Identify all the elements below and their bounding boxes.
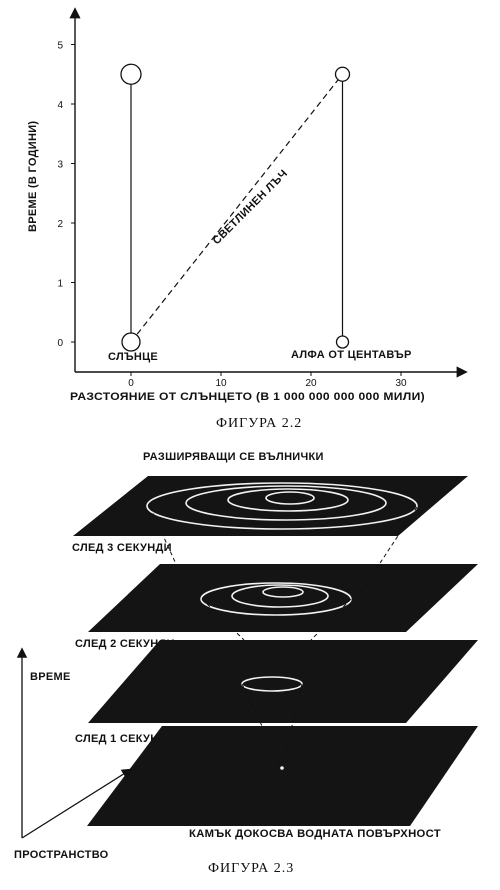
label-after-3-seconds: СЛЕД 3 СЕКУНДИ xyxy=(72,542,172,554)
impact-point xyxy=(280,766,284,770)
sun-start-circle xyxy=(121,332,141,352)
ripples-3-seconds xyxy=(146,482,418,530)
y-tick-label: 0 xyxy=(57,338,63,349)
alpha-start-circle xyxy=(335,335,350,349)
y-tick-label: 3 xyxy=(57,160,63,171)
y-ticks: 0 1 2 3 4 5 xyxy=(57,41,75,349)
x-axis-label: РАЗСТОЯНИЕ ОТ СЛЪНЦЕТО (В 1 000 000 000 … xyxy=(70,391,425,403)
y-tick-label: 1 xyxy=(57,279,63,290)
plane-after-1-second xyxy=(88,640,478,723)
plane-after-3-seconds xyxy=(73,476,468,536)
x-tick-label: 30 xyxy=(395,378,407,389)
ripples-title: РАЗШИРЯВАЩИ СЕ ВЪЛНИЧКИ xyxy=(143,451,324,463)
label-stone-touches-water: КАМЪК ДОКОСВА ВОДНАТА ПОВЪРХНОСТ xyxy=(189,828,441,840)
alpha-label: АЛФА ОТ ЦЕНТАВЪР xyxy=(291,349,412,361)
figure-2-2-caption: ФИГУРА 2.2 xyxy=(216,416,302,431)
light-ray-label: СВЕТЛИНЕН ЛЪЧ xyxy=(211,168,291,248)
figure-2-2: 0 1 2 3 4 5 0 10 20 30 ВРЕМЕ (В ГОДИНИ) СВЕТЛИНЕ… xyxy=(27,7,468,431)
y-tick-label: 4 xyxy=(57,100,63,111)
label-after-2-seconds: СЛЕД 2 СЕКУНДИ xyxy=(75,638,175,650)
x-tick-label: 0 xyxy=(128,378,134,389)
label-after-1-second: СЛЕД 1 СЕКУНДА xyxy=(75,733,175,745)
time-axis-label: ВРЕМЕ xyxy=(30,671,71,683)
light-cone-lines xyxy=(149,506,418,769)
alpha-end-circle xyxy=(334,66,351,82)
plane-stone-touches-water xyxy=(87,726,478,826)
space-axis-label: ПРОСТРАНСТВО xyxy=(14,849,109,861)
light-ray-line xyxy=(130,73,343,343)
sun-end-circle xyxy=(120,63,142,85)
sun-label: СЛЪНЦЕ xyxy=(108,351,158,363)
plane-after-2-seconds xyxy=(88,564,478,632)
y-axis-label: ВРЕМЕ (В ГОДИНИ) xyxy=(27,121,39,232)
space-axis xyxy=(21,768,133,839)
x-ticks: 0 10 20 30 xyxy=(128,372,407,389)
figure-2-3-caption: ФИГУРА 2.3 xyxy=(208,861,294,876)
x-tick-label: 20 xyxy=(305,378,317,389)
y-tick-label: 2 xyxy=(57,219,63,230)
y-tick-label: 5 xyxy=(57,41,63,52)
figure-2-3: РАЗШИРЯВАЩИ СЕ ВЪЛНИЧКИ СЛЕД 3 СЕКУНДИ С… xyxy=(14,451,478,876)
x-tick-label: 10 xyxy=(215,378,227,389)
